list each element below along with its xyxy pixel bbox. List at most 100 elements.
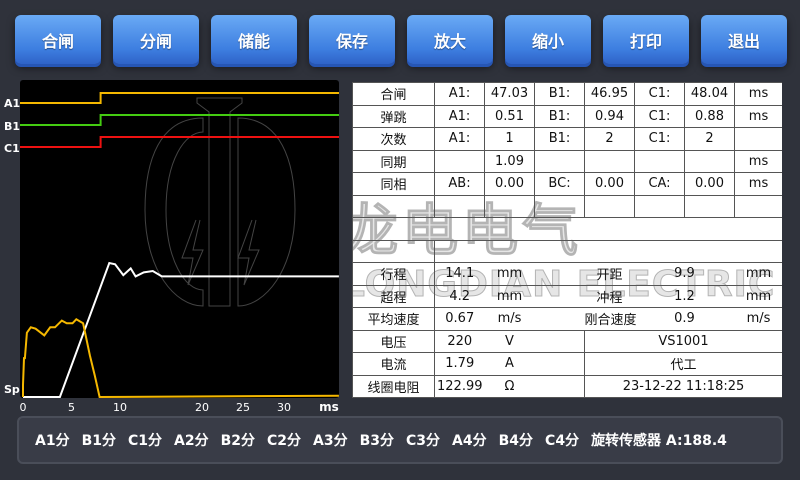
table-cell: 同相 bbox=[352, 172, 435, 196]
table-cell: 48.04 bbox=[684, 82, 735, 106]
toolbar-button-7[interactable]: 退出 bbox=[701, 15, 787, 64]
toolbar-button-4[interactable]: 放大 bbox=[407, 15, 493, 64]
phase-status-bar: A1分 B1分 C1分 A2分 B2分 C2分 A3分 B3分 C3分 A4分 B4分 C4分 旋转传感… bbox=[17, 416, 783, 464]
x-tick-label: 0 bbox=[20, 401, 27, 414]
toolbar-button-3[interactable]: 保存 bbox=[309, 15, 395, 64]
table-cell bbox=[534, 194, 585, 218]
x-tick-label: 20 bbox=[195, 401, 209, 414]
status-item: A1分 bbox=[35, 433, 70, 449]
status-item: A4分 bbox=[452, 433, 487, 449]
table-cell: 1.09 bbox=[484, 149, 535, 173]
table-cell: Ω bbox=[484, 374, 535, 398]
table-cell: 46.95 bbox=[584, 82, 635, 106]
table-cell: 电流 bbox=[352, 352, 435, 376]
table-cell: mm bbox=[484, 262, 535, 286]
toolbar-button-6[interactable]: 打印 bbox=[603, 15, 689, 64]
status-item: A3分 bbox=[313, 433, 348, 449]
channel-label: A1 bbox=[4, 97, 20, 110]
table-cell: AB: bbox=[434, 172, 485, 196]
status-item: C2分 bbox=[267, 433, 302, 449]
table-cell: 0.00 bbox=[684, 172, 735, 196]
table-cell: 合闸 bbox=[352, 82, 435, 106]
table-cell: 47.03 bbox=[484, 82, 535, 106]
toolbar-button-1[interactable]: 分闸 bbox=[113, 15, 199, 64]
toolbar-button-0[interactable]: 合闸 bbox=[15, 15, 101, 64]
table-cell: C1: bbox=[634, 82, 685, 106]
table-row bbox=[352, 217, 782, 241]
waveform-chart: A1 B1 C1 Sp0 5 10 20 25 30 ms bbox=[4, 80, 339, 414]
table-cell: 220 bbox=[434, 329, 485, 353]
toolbar-button-2[interactable]: 储能 bbox=[211, 15, 297, 64]
table-cell bbox=[534, 149, 585, 173]
table-cell: mm bbox=[484, 284, 535, 308]
table-cell bbox=[584, 149, 635, 173]
table-cell: VS1001 bbox=[584, 329, 782, 353]
toolbar-button-5[interactable]: 缩小 bbox=[505, 15, 591, 64]
table-cell bbox=[634, 149, 685, 173]
table-cell: m/s bbox=[484, 307, 535, 331]
table-cell bbox=[584, 194, 635, 218]
table-cell bbox=[434, 149, 485, 173]
table-cell bbox=[634, 194, 685, 218]
logo-bolt-icon bbox=[181, 219, 204, 286]
table-cell: B1: bbox=[534, 82, 585, 106]
table-cell: B1: bbox=[534, 104, 585, 128]
table-cell: 0.9 bbox=[634, 307, 735, 331]
table-cell: C1: bbox=[634, 104, 685, 128]
channel-label: C1 bbox=[4, 142, 20, 155]
table-row bbox=[352, 239, 782, 263]
table-cell bbox=[434, 194, 485, 218]
table-cell: CA: bbox=[634, 172, 685, 196]
table-cell: V bbox=[484, 329, 535, 353]
table-cell: 代工 bbox=[584, 352, 782, 376]
table-cell bbox=[484, 194, 535, 218]
table-cell: C1: bbox=[634, 127, 685, 151]
table-cell bbox=[734, 194, 782, 218]
table-cell: 平均速度 bbox=[352, 307, 435, 331]
plot-area bbox=[20, 80, 339, 398]
status-item: A2分 bbox=[174, 433, 209, 449]
table-cell: 0.00 bbox=[484, 172, 535, 196]
table-row: 同期 1.09 ms bbox=[352, 149, 782, 173]
x-tick-label: 5 bbox=[68, 401, 75, 414]
table-cell: 1.79 bbox=[434, 352, 485, 376]
table-cell: ms bbox=[734, 172, 782, 196]
table-row: 行程 14.1 mm 开距 9.9 mm bbox=[352, 262, 782, 286]
table-row: 次数 A1: 1 B1: 2 C1: 2 bbox=[352, 127, 782, 151]
table-cell: 行程 bbox=[352, 262, 435, 286]
status-item: C3分 bbox=[406, 433, 441, 449]
table-cell: 2 bbox=[584, 127, 635, 151]
logo-bolt-icon bbox=[237, 219, 260, 286]
table-cell bbox=[684, 194, 735, 218]
table-cell bbox=[352, 239, 435, 263]
table-cell: 0.51 bbox=[484, 104, 535, 128]
table-row: 电压 220 V VS1001 bbox=[352, 329, 782, 353]
table-cell: BC: bbox=[534, 172, 585, 196]
trace-current bbox=[22, 318, 339, 399]
status-item: C4分 bbox=[545, 433, 580, 449]
trace-A1 bbox=[20, 92, 339, 104]
table-cell: ms bbox=[734, 82, 782, 106]
x-tick-label: 10 bbox=[113, 401, 127, 414]
logo-icon bbox=[144, 117, 204, 307]
table-row bbox=[352, 194, 782, 218]
table-cell: 线圈电阻 bbox=[352, 374, 435, 398]
table-cell: mm bbox=[734, 262, 782, 286]
table-cell: 超程 bbox=[352, 284, 435, 308]
channel-label: Sp bbox=[4, 383, 20, 396]
table-cell: 0.67 bbox=[434, 307, 485, 331]
table-cell: ms bbox=[734, 149, 782, 173]
table-row: 电流 1.79 A 代工 bbox=[352, 352, 782, 376]
status-item: B2分 bbox=[220, 433, 256, 449]
status-item: B3分 bbox=[359, 433, 395, 449]
table-cell: 1 bbox=[484, 127, 535, 151]
table-cell: A1: bbox=[434, 82, 485, 106]
table-row: 平均速度 0.67 m/s 刚合速度 0.9 m/s bbox=[352, 307, 782, 331]
table-cell: mm bbox=[734, 284, 782, 308]
trace-travel bbox=[23, 261, 339, 398]
status-item: C1分 bbox=[128, 433, 163, 449]
table-cell bbox=[534, 262, 585, 286]
table-cell: 弹跳 bbox=[352, 104, 435, 128]
table-cell: 次数 bbox=[352, 127, 435, 151]
table-cell bbox=[534, 307, 585, 331]
